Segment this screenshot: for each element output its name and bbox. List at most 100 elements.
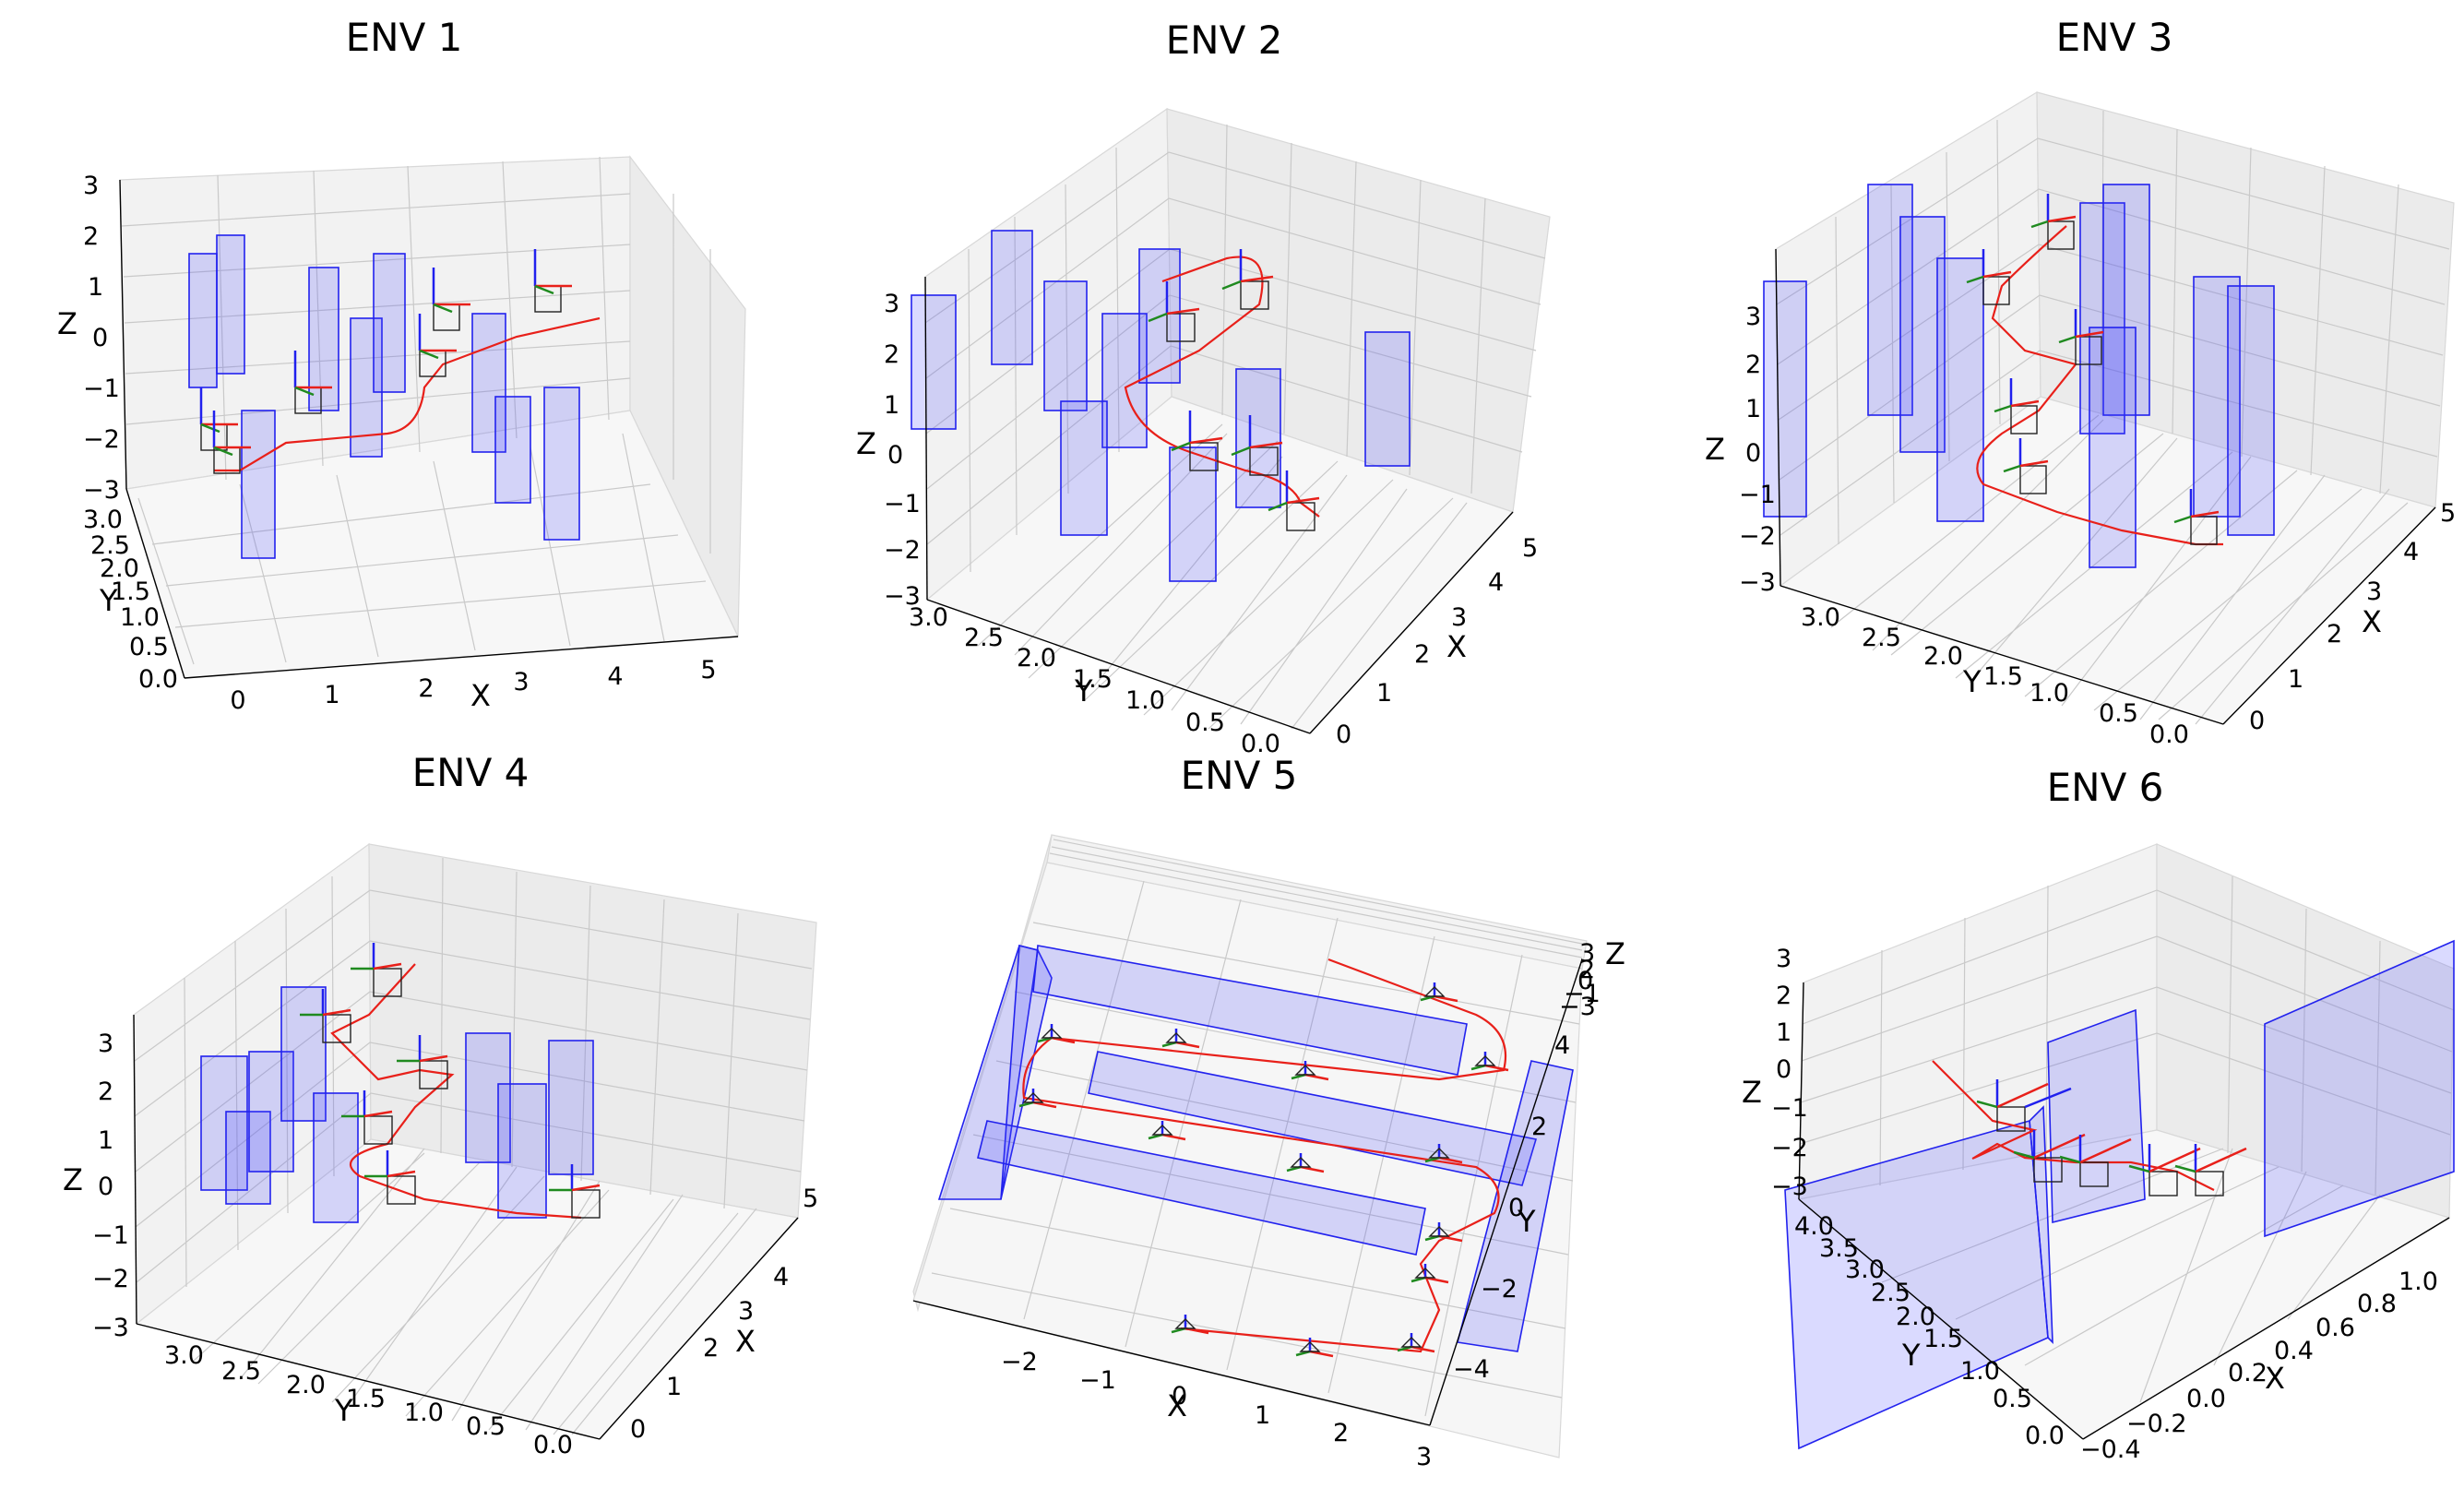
env3-ztick-6: 3 [1745,303,1761,331]
env4-x-ticks: 0 1 2 3 4 5 X [630,1185,818,1444]
env4-xlabel: X [735,1324,756,1359]
env6-ytick-1: 3.5 [1819,1234,1859,1263]
env4-ztick-3: 0 [98,1173,113,1201]
env2-ztick-5: 2 [884,340,899,369]
env1-ztick-4: 1 [88,273,103,302]
env1-ytick-2: 1.0 [120,603,160,632]
env5-z-ticks: −3 −1 0 2 3 Z [1559,936,1625,1021]
env1-xlabel: X [470,678,491,713]
env5-axis-edges [912,958,1583,1426]
env5-xtick-2: 0 [1172,1382,1187,1411]
env6-ytick-0: 4.0 [1794,1212,1834,1241]
env3-zlabel: Z [1705,432,1725,467]
env5-ylabel: Y [1517,1204,1536,1239]
env1-panel: ENV 1 0 [57,15,746,715]
env3-frames [1966,194,2220,545]
env3-xtick-4: 4 [2403,538,2419,566]
env2-xtick-2: 2 [1414,640,1430,669]
env1-ztick-5: 2 [83,222,99,251]
env4-ytick-0: 3.0 [164,1341,204,1370]
env2-obstacles [911,230,1411,582]
env5-xtick-5: 3 [1416,1443,1432,1471]
env4-panel: ENV 4 3.0 [63,750,818,1459]
env2-zlabel: Z [856,426,876,461]
env1-ztick-0: −3 [83,476,120,505]
env4-ylabel: Y [334,1393,353,1428]
env3-axis-edges [1775,248,2436,725]
env1-y-ticks: 0.0 0.5 1.0 1.5 2.0 2.5 3.0 Y [83,506,178,694]
env1-ytick-0: 0.0 [138,665,178,694]
env6-xtick-4: 0.4 [2274,1337,2314,1365]
env1-x-ticks: 0 1 2 3 4 5 X [230,656,716,715]
env4-ztick-1: −2 [92,1265,129,1293]
env5-ytick-1: 2 [1531,1113,1547,1141]
env3-xtick-0: 0 [2249,707,2265,735]
env6-ztick-6: 3 [1776,945,1791,973]
env6-zlabel: Z [1742,1075,1762,1110]
env1-panes [119,155,746,679]
env4-xtick-5: 5 [803,1185,818,1213]
env6-ytick-7: 0.5 [1993,1385,2032,1413]
env2-ztick-2: −1 [884,490,921,518]
env5-y-ticks: 4 2 0 −2 −4 Y [1453,1031,1570,1384]
env6-title: ENV 6 [2047,765,2164,810]
env1-axis-edges [119,179,739,679]
env4-y-ticks: 3.0 2.5 2.0 1.5 1.0 0.5 0.0 Y [164,1341,573,1459]
env3-ytick-2: 2.0 [1923,642,1963,671]
env2-y-ticks: 3.0 2.5 2.0 1.5 1.0 0.5 0.0 Y [909,603,1280,758]
env3-grid [1776,110,2450,725]
env5-ztick-0: −3 [1559,993,1596,1021]
env1-ytick-6: 3.0 [83,506,123,534]
env4-ytick-2: 2.0 [286,1371,326,1399]
env2-panel: ENV 2 3.0 [856,18,1551,758]
env4-panes [133,842,817,1440]
env4-grid [134,857,813,1435]
env2-ztick-4: 1 [884,391,899,420]
env2-ytick-4: 1.0 [1125,686,1165,715]
env6-xtick-3: 0.2 [2228,1359,2268,1387]
env4-axis-edges [133,1014,799,1440]
env6-xtick-0: −0.4 [2080,1435,2141,1464]
env2-ytick-6: 0.0 [1241,730,1280,758]
env3-y-ticks: 3.0 2.5 2.0 1.5 1.0 0.5 0.0 Y [1801,603,2189,749]
env1-zlabel: Z [57,306,77,341]
env1-ytick-3: 1.5 [111,577,150,606]
env1-xtick-0: 0 [230,686,245,715]
env2-panes [924,107,1551,734]
env6-trajectory [1932,1060,2215,1191]
env1-ylabel: Y [99,583,118,618]
env6-ztick-3: 0 [1776,1055,1791,1084]
env5-obstacles [937,944,1574,1352]
env4-xtick-4: 4 [773,1263,789,1292]
env4-xtick-2: 2 [703,1334,719,1363]
env6-xtick-5: 0.6 [2315,1314,2355,1342]
env2-ztick-1: −2 [884,536,921,565]
env6-ytick-3: 2.5 [1871,1279,1910,1307]
env5-ytick-3: −2 [1481,1275,1518,1304]
env5-zlabel: Z [1605,936,1625,971]
env1-ztick-1: −2 [83,425,120,454]
env3-xtick-3: 3 [2366,577,2382,606]
env5-xtick-0: −2 [1001,1348,1038,1376]
env6-ytick-6: 1.0 [1960,1357,2000,1386]
env6-ytick-8: 0.0 [2025,1422,2065,1450]
env4-xtick-0: 0 [630,1415,646,1444]
env3-trajectory [1976,225,2223,546]
env3-ztick-5: 2 [1745,351,1761,379]
env3-ytick-6: 0.0 [2149,720,2189,749]
env5-ztick-3: 2 [1579,956,1595,984]
env1-title: ENV 1 [346,15,463,60]
env6-ztick-0: −3 [1771,1173,1808,1201]
env4-ztick-5: 2 [98,1077,113,1106]
env4-ytick-5: 0.5 [466,1412,506,1441]
env3-ytick-1: 2.5 [1862,624,1901,652]
env6-ytick-5: 1.5 [1923,1325,1963,1353]
env3-ztick-3: 0 [1745,439,1761,468]
env4-title: ENV 4 [412,750,530,795]
env2-xtick-5: 5 [1522,534,1538,563]
env3-xtick-1: 1 [2288,665,2303,694]
env3-ztick-0: −3 [1739,568,1776,597]
env4-ytick-3: 1.5 [346,1385,386,1413]
env2-frames [1148,249,1320,531]
env6-ztick-2: −1 [1771,1094,1808,1123]
